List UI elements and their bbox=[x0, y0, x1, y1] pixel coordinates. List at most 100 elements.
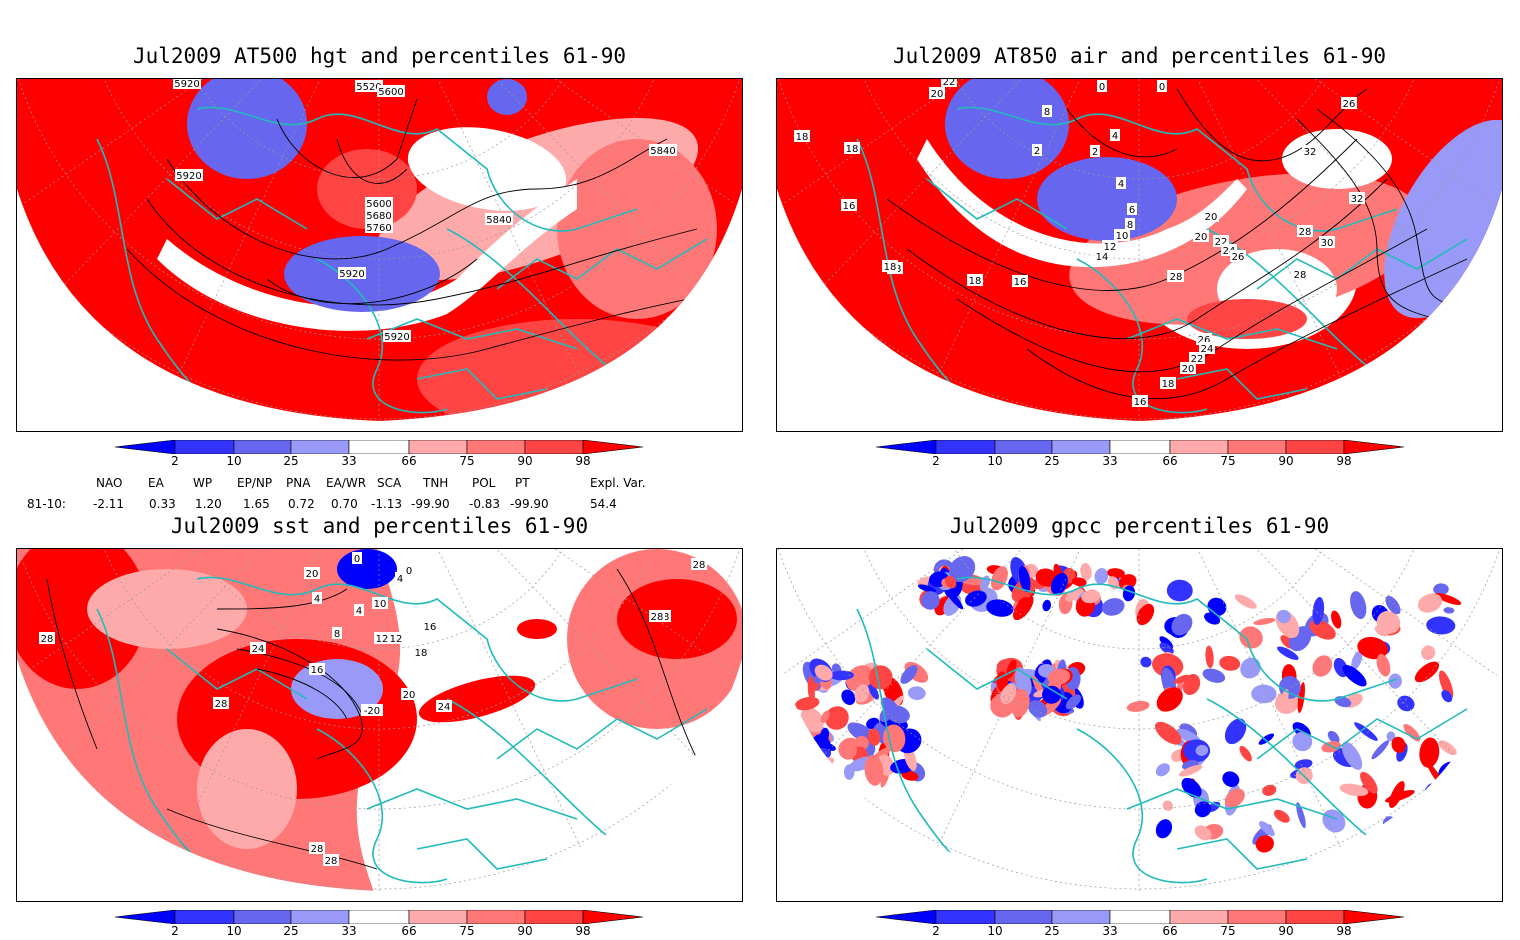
colorbar-segment bbox=[290, 910, 350, 924]
precip-patch bbox=[1388, 673, 1402, 689]
tel-header: Expl. Var. bbox=[590, 476, 646, 490]
contour-label-box bbox=[39, 632, 55, 644]
contour-label: 0 bbox=[354, 554, 360, 565]
contour-label: 12 bbox=[390, 634, 403, 645]
tel-header: EA bbox=[148, 476, 164, 490]
precip-patch bbox=[1018, 565, 1031, 593]
contour-label: 0 bbox=[406, 566, 412, 577]
colorbar-segment bbox=[1051, 910, 1111, 924]
contour-label-box bbox=[1292, 268, 1308, 280]
graticule-parallel bbox=[158, 549, 600, 650]
precip-patch bbox=[1239, 745, 1252, 762]
colorbar-segment bbox=[524, 910, 584, 924]
colorbar-segment bbox=[876, 440, 937, 454]
colorbar-segment bbox=[174, 910, 235, 924]
colorbar-tick-label: 25 bbox=[283, 924, 299, 938]
contour-label: 18 bbox=[796, 132, 809, 143]
precip-patch bbox=[854, 684, 870, 703]
colorbar-tick-label: 10 bbox=[226, 454, 242, 468]
contour-label-box bbox=[1127, 203, 1137, 215]
precip-patch bbox=[845, 665, 874, 691]
tel-header: WP bbox=[193, 476, 213, 490]
graticule-meridian bbox=[878, 549, 1110, 891]
tel-row-label: 81-10: bbox=[27, 497, 66, 511]
coastline bbox=[416, 838, 548, 870]
graticule-meridian bbox=[408, 79, 640, 421]
contour-label: 12 bbox=[1104, 242, 1117, 253]
precip-patch bbox=[1017, 596, 1030, 611]
precip-patch bbox=[1443, 607, 1455, 614]
contour-label-box bbox=[436, 700, 452, 712]
contour-label: 18 bbox=[846, 144, 859, 155]
tel-value: 0.33 bbox=[149, 497, 176, 511]
tel-value: -99.90 bbox=[411, 497, 450, 511]
precip-patch bbox=[1443, 803, 1463, 834]
precip-patch bbox=[840, 737, 859, 751]
graticule-parallel bbox=[918, 79, 1360, 180]
precip-patch bbox=[1327, 730, 1340, 744]
contour-line bbox=[1316, 108, 1468, 310]
graticule-parallel bbox=[78, 79, 680, 260]
panel-2-title: Jul2009 AT850 air and percentiles 61-90 bbox=[892, 44, 1387, 68]
colorbar-tick-label: 98 bbox=[575, 924, 591, 938]
contour-label: 28 bbox=[1299, 227, 1312, 238]
contour-label: 20 bbox=[1205, 212, 1218, 223]
precip-patch bbox=[1174, 674, 1190, 684]
coastline bbox=[496, 708, 708, 760]
contour-label-box bbox=[309, 663, 325, 675]
precip-patch bbox=[1374, 625, 1389, 637]
contour-label: 16 bbox=[1134, 397, 1147, 408]
precip-patch bbox=[901, 770, 919, 781]
colorbar-segment bbox=[348, 910, 410, 924]
precip-patch bbox=[867, 728, 881, 746]
coastline bbox=[316, 728, 448, 884]
tel-header: EA/WR bbox=[326, 476, 367, 490]
contour-label-box bbox=[485, 213, 513, 225]
colorbar-tick-label: 66 bbox=[401, 924, 417, 938]
precip-patch bbox=[1050, 572, 1068, 595]
precip-patch bbox=[1360, 771, 1378, 794]
contour-label-box bbox=[1116, 177, 1126, 189]
precip-patch bbox=[868, 665, 893, 690]
contour-label: 26 bbox=[1198, 335, 1211, 346]
contour-label-box bbox=[404, 564, 414, 576]
colorbar-tick-label: 66 bbox=[401, 454, 417, 468]
precip-patch bbox=[1350, 591, 1367, 619]
colorbar-tick-label: 98 bbox=[575, 454, 591, 468]
precip-patch bbox=[1156, 687, 1183, 712]
colorbar-4: 2 10 25 33 66 75 90 98 bbox=[876, 910, 1404, 940]
contour-label: 28 bbox=[41, 634, 54, 645]
colorbar-segment bbox=[1343, 910, 1404, 924]
precip-patch bbox=[1426, 616, 1456, 635]
precip-patch bbox=[1094, 568, 1109, 585]
precip-patch bbox=[1178, 764, 1203, 777]
contour-label: 5680 bbox=[366, 211, 391, 222]
contour-label-box bbox=[1012, 275, 1028, 287]
coastline bbox=[196, 106, 638, 232]
graticule-parallel bbox=[17, 79, 742, 340]
precip-patch bbox=[1166, 579, 1193, 602]
contour-label: 4 bbox=[356, 606, 362, 617]
contour-label-box bbox=[377, 85, 405, 97]
contour-label: 0 bbox=[1159, 82, 1165, 93]
contour-label-box bbox=[1032, 144, 1042, 156]
contour-label-box bbox=[1189, 352, 1205, 364]
precip-patch bbox=[1312, 596, 1325, 625]
contour-label: 6 bbox=[1129, 205, 1135, 216]
contour-label-box bbox=[1297, 225, 1313, 237]
coastline bbox=[366, 788, 578, 820]
precip-patch bbox=[1351, 650, 1363, 670]
contour-label-box bbox=[173, 79, 201, 89]
colorbar-segment bbox=[876, 910, 937, 924]
contour-line bbox=[906, 178, 1388, 340]
coastline bbox=[1126, 788, 1338, 820]
precip-patch bbox=[1136, 603, 1155, 626]
percentile-patch bbox=[1384, 119, 1502, 319]
contour-label: 2 bbox=[1034, 146, 1040, 157]
contour-label: 24 bbox=[1201, 344, 1214, 355]
graticule-meridian bbox=[1168, 549, 1400, 891]
map-gpcc bbox=[777, 549, 1502, 891]
colorbar-segment bbox=[1285, 910, 1345, 924]
contour-label-box bbox=[1157, 80, 1167, 92]
graticule-parallel bbox=[777, 79, 1502, 340]
